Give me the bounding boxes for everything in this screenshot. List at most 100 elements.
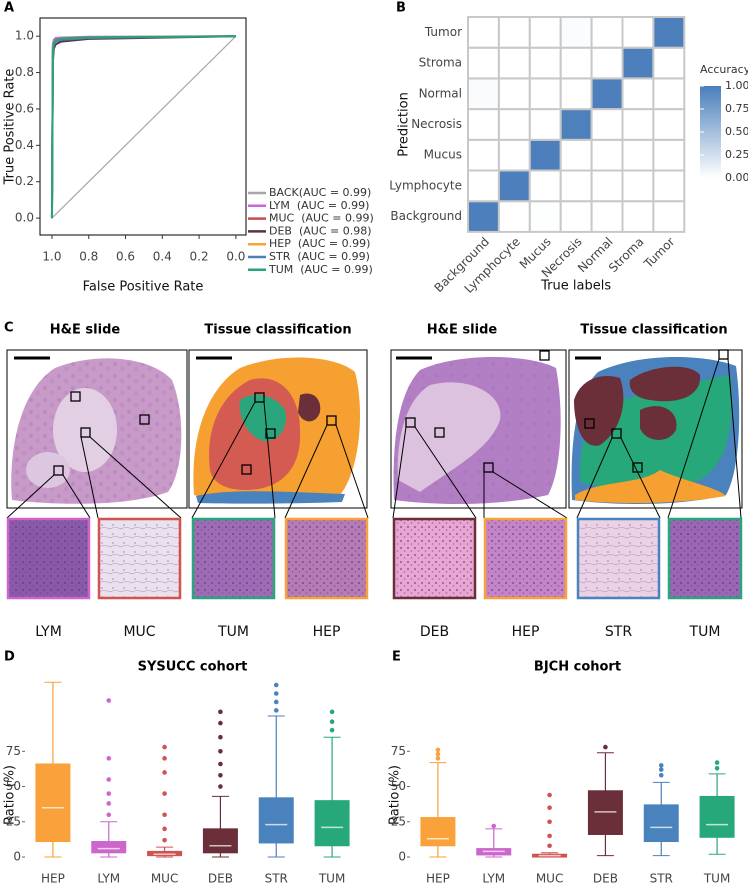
heat-cell: [559, 138, 593, 172]
chart-title: BJCH cohort: [534, 660, 621, 675]
legend-entry: BACK(AUC = 0.99): [269, 186, 371, 199]
he-light-region: [53, 388, 117, 472]
colorbar-tick-label: 0.25: [725, 148, 748, 161]
patch-texture: [393, 518, 476, 599]
roi-box: [241, 464, 252, 475]
x-tick-label: TUM: [703, 872, 730, 886]
x-tick-label: DEB: [208, 872, 233, 886]
heat-cell: [497, 108, 531, 141]
y-axis-label: Prediction: [397, 92, 412, 157]
outlier: [218, 709, 223, 715]
roc-curve: [50, 35, 236, 219]
outlier: [329, 727, 335, 733]
patch-texture: [285, 518, 368, 599]
x-tick-label: MUC: [536, 872, 564, 886]
y-axis-label: Ratio (%): [3, 765, 18, 825]
y-tick-label: Stroma: [419, 56, 462, 70]
box: [202, 828, 238, 854]
patch-texture: [484, 518, 567, 599]
heat-cell: [621, 46, 655, 80]
outlier: [218, 761, 223, 767]
y-tick-label: 75: [6, 744, 21, 758]
roi-box: [326, 415, 337, 426]
roi-box: [53, 465, 64, 476]
slide-header: H&E slide: [50, 323, 121, 338]
outlier: [658, 763, 664, 768]
class-map-deb: [629, 366, 701, 402]
panel-letter: D: [4, 650, 15, 665]
heat-cell: [590, 200, 624, 233]
y-tick-label: 0.0: [15, 211, 34, 225]
outlier: [106, 777, 112, 782]
heat-cell: [528, 46, 562, 80]
y-tick-label: 0.6: [15, 101, 34, 115]
x-tick-label: DEB: [593, 872, 618, 886]
roi-box: [611, 428, 622, 439]
outlier: [273, 699, 279, 705]
y-tick-label: Normal: [419, 86, 462, 100]
patch-border: [284, 517, 369, 600]
heat-cell: [528, 200, 562, 233]
x-tick-label: 1.0: [42, 250, 61, 264]
patch-label: TUM: [689, 624, 721, 640]
heat-cell: [590, 46, 624, 80]
x-tick-label: STR: [265, 872, 288, 886]
panel-letter: B: [396, 1, 406, 16]
patch-border: [576, 517, 661, 600]
heat-cell: [528, 138, 562, 172]
heat-cell: [528, 108, 562, 141]
patch-label: MUC: [123, 624, 155, 640]
slide-header: H&E slide: [427, 323, 498, 338]
heat-cell: [559, 108, 593, 141]
box: [91, 841, 127, 854]
class-map-deb: [298, 393, 321, 422]
x-tick-label: Stroma: [606, 235, 647, 276]
heat-cell: [590, 16, 624, 49]
outlier: [273, 708, 279, 713]
outlier: [273, 691, 279, 696]
outlier: [218, 784, 223, 789]
box: [314, 800, 350, 847]
x-axis-label: False Positive Rate: [83, 280, 204, 295]
patch-border: [191, 517, 276, 600]
x-tick-label: HEP: [426, 872, 450, 886]
heat-cell: [559, 200, 593, 233]
outlier: [106, 801, 112, 806]
roi-box: [405, 417, 416, 428]
heat-cell: [652, 108, 686, 141]
heat-cell: [652, 169, 686, 203]
legend-entry: DEB (AUC = 0.98): [269, 224, 372, 237]
y-axis-label: Ratio (%): [388, 765, 403, 825]
y-tick-label: Tumor: [424, 25, 462, 39]
slide-header: Tissue classification: [580, 323, 727, 338]
heat-cell: [559, 77, 593, 111]
patch-border: [97, 517, 182, 600]
heat-cell: [621, 138, 655, 172]
heat-cell: [528, 16, 562, 49]
y-tick-label: 0.4: [15, 138, 34, 152]
colorbar-tick-label: 0.50: [725, 125, 748, 138]
y-tick-label: 75: [391, 744, 406, 758]
outlier: [106, 756, 112, 761]
heat-cell: [497, 16, 531, 49]
outlier: [106, 791, 112, 796]
heat-cell: [467, 46, 500, 80]
panel-letter: E: [392, 650, 401, 665]
outlier: [547, 792, 552, 798]
legend-entry: STR (AUC = 0.99): [269, 250, 370, 263]
outlier: [162, 770, 167, 775]
outlier: [435, 747, 441, 753]
x-tick-label: HEP: [41, 872, 65, 886]
heat-cell: [652, 138, 686, 172]
outlier: [162, 812, 167, 818]
roi-box: [70, 391, 81, 402]
box: [258, 797, 294, 844]
colorbar-tick-label: 0.75: [725, 102, 748, 115]
heat-cell: [621, 200, 655, 233]
x-tick-label: Tumor: [641, 235, 678, 272]
outlier: [547, 833, 552, 839]
heat-cell: [559, 46, 593, 80]
heat-cell: [467, 169, 500, 203]
y-tick-label: Background: [390, 209, 462, 223]
he-light-region: [26, 452, 70, 488]
